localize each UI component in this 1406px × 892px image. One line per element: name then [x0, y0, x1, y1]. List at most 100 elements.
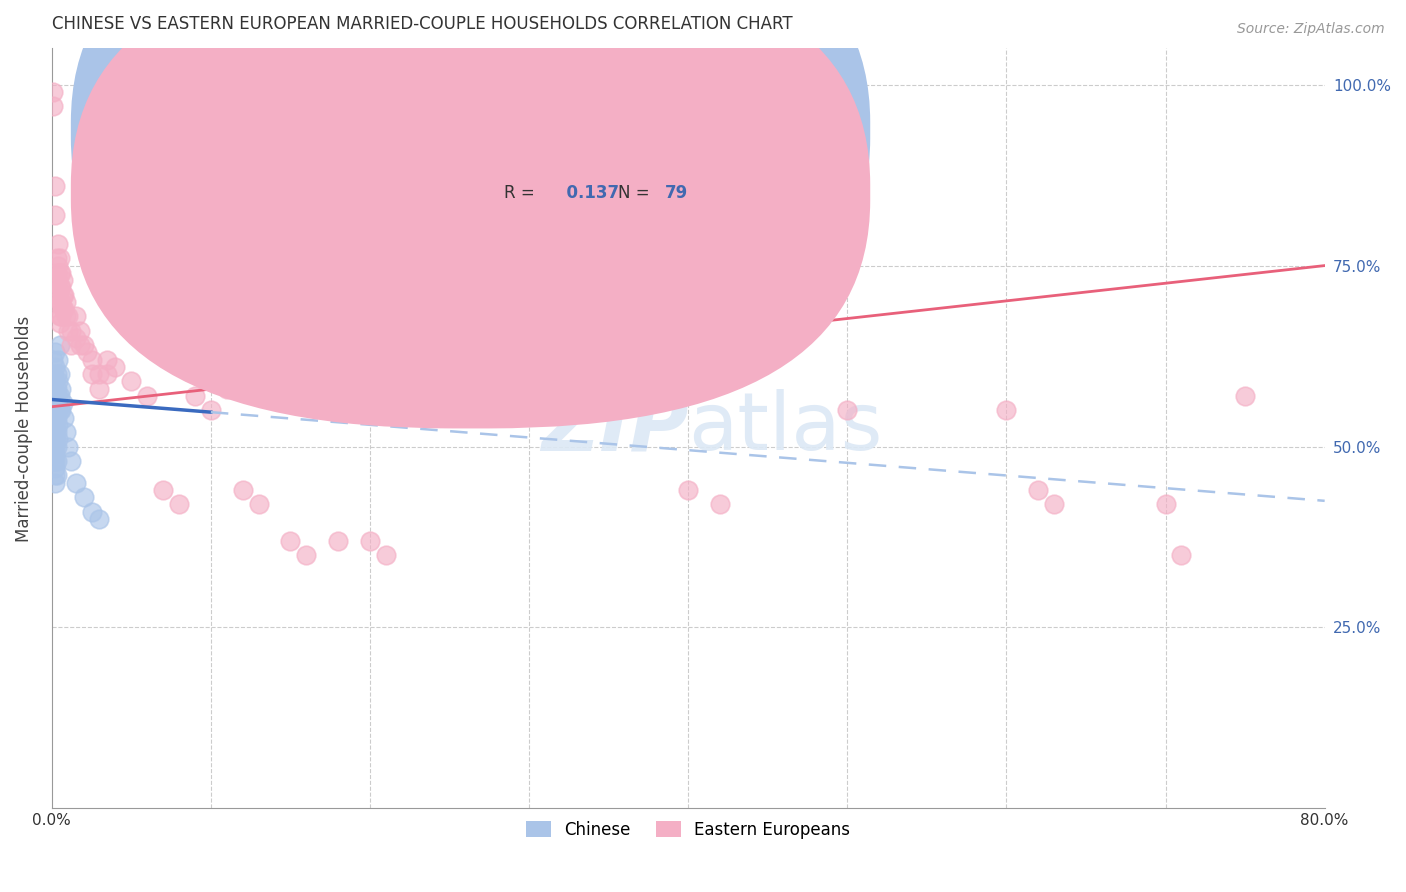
Point [152, 483, 174, 497]
Point [374, 548, 396, 562]
Point [42, 85, 65, 99]
Text: 57: 57 [665, 121, 689, 139]
Point [69, 338, 91, 352]
Point [837, 403, 859, 417]
Point [42, 367, 65, 381]
Point [184, 389, 207, 403]
Point [80, 505, 103, 519]
Point [45, 425, 67, 439]
Point [44, 447, 66, 461]
Point [48, 266, 70, 280]
Text: -0.128: -0.128 [554, 121, 614, 139]
Text: R =: R = [503, 184, 540, 202]
Point [517, 389, 540, 403]
Point [44, 345, 66, 359]
Point [48, 310, 70, 324]
Y-axis label: Married-couple Households: Married-couple Households [15, 315, 32, 541]
Point [53, 301, 76, 316]
Point [42, 352, 65, 367]
Point [80, 352, 103, 367]
Point [295, 548, 318, 562]
Point [72, 338, 94, 352]
Point [215, 382, 238, 396]
Point [1026, 483, 1049, 497]
Point [42, 447, 65, 461]
Point [42, 403, 65, 417]
Point [46, 259, 69, 273]
Point [120, 375, 142, 389]
Point [1154, 498, 1177, 512]
Text: ZIP: ZIP [541, 390, 688, 467]
Point [44, 178, 66, 193]
Point [45, 382, 67, 396]
Point [59, 324, 82, 338]
Point [48, 403, 70, 417]
Point [136, 389, 159, 403]
Point [232, 483, 254, 497]
Point [44, 461, 66, 475]
Point [645, 389, 668, 403]
Point [53, 287, 76, 301]
Point [44, 208, 66, 222]
Point [1170, 548, 1192, 562]
Point [65, 475, 87, 490]
Point [995, 403, 1018, 417]
Point [44, 389, 66, 403]
Point [42, 432, 65, 446]
Point [76, 345, 98, 359]
Point [42, 440, 65, 454]
Point [51, 310, 73, 324]
Point [44, 425, 66, 439]
Point [69, 324, 91, 338]
Point [51, 280, 73, 294]
Point [72, 490, 94, 504]
Point [46, 417, 69, 432]
Point [44, 440, 66, 454]
Point [42, 99, 65, 113]
FancyBboxPatch shape [70, 0, 870, 428]
Point [45, 367, 67, 381]
Point [44, 410, 66, 425]
Point [52, 287, 75, 301]
Point [534, 403, 557, 417]
Text: atlas: atlas [688, 390, 883, 467]
Point [46, 389, 69, 403]
Point [44, 432, 66, 446]
Point [51, 382, 73, 396]
Point [59, 338, 82, 352]
Point [45, 454, 67, 468]
Point [44, 454, 66, 468]
Point [51, 294, 73, 309]
Point [48, 389, 70, 403]
Point [59, 454, 82, 468]
Text: N =: N = [619, 121, 655, 139]
Point [45, 294, 67, 309]
Point [44, 359, 66, 374]
Point [51, 266, 73, 280]
Point [45, 468, 67, 483]
Point [56, 324, 79, 338]
Point [44, 403, 66, 417]
Point [263, 389, 285, 403]
Point [96, 367, 118, 381]
Point [42, 396, 65, 410]
Point [45, 410, 67, 425]
Point [55, 294, 77, 309]
Point [89, 367, 111, 381]
Point [44, 396, 66, 410]
Text: R =: R = [503, 121, 540, 139]
Point [44, 475, 66, 490]
Text: Source: ZipAtlas.com: Source: ZipAtlas.com [1237, 22, 1385, 37]
Point [1043, 498, 1066, 512]
Point [46, 403, 69, 417]
Point [46, 287, 69, 301]
Point [280, 533, 302, 548]
Text: 0.137: 0.137 [554, 184, 619, 202]
Point [42, 425, 65, 439]
Point [48, 280, 70, 294]
Point [45, 280, 67, 294]
Legend: Chinese, Eastern Europeans: Chinese, Eastern Europeans [520, 814, 856, 846]
Point [45, 396, 67, 410]
Point [55, 310, 77, 324]
Point [42, 410, 65, 425]
